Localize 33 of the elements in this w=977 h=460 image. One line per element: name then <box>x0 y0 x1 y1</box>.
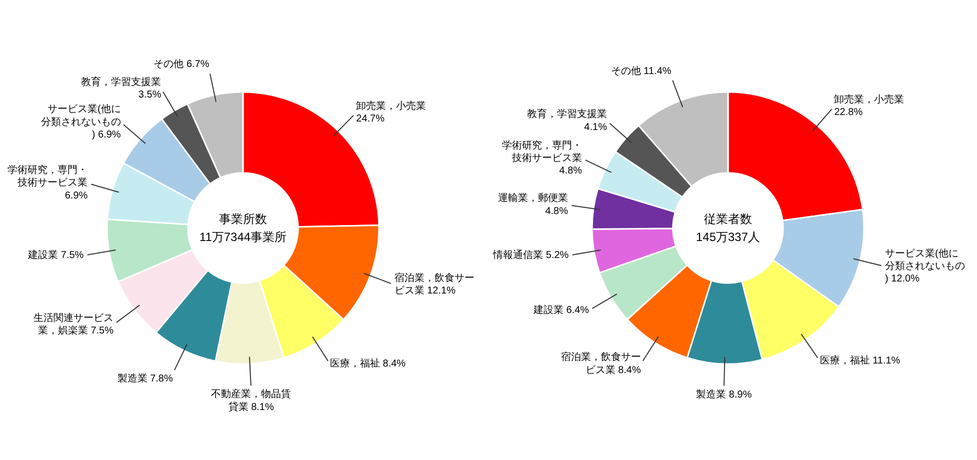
slice-label: 生活関連サービス業，娯楽業 7.5% <box>34 312 114 336</box>
data-label: 4.1% <box>584 122 608 133</box>
slice-label: 製造業 8.9% <box>696 388 752 400</box>
slice-label: その他 11.4% <box>610 64 672 77</box>
text: 11万7344事業所 <box>199 230 287 244</box>
text: 事業所数 <box>219 212 267 226</box>
slice-label: 医療，福祉 8.4% <box>330 358 406 370</box>
slice-label: 情報通信業 5.2% <box>492 249 569 262</box>
slice-label: 運輸業，郵便業 <box>498 192 568 204</box>
slice-label: 教育，学習支援業 <box>526 108 607 120</box>
text: 従業者数 <box>704 212 752 226</box>
data-label: 4.8% <box>545 206 568 217</box>
data-label: 22.8% <box>834 107 863 118</box>
slice-label: 宿泊業，飲食サービス業 8.4% <box>560 351 641 376</box>
slice-label: 製造業 7.8% <box>117 372 173 384</box>
slice-label: サービス業(他に分類されないもの) 12.0% <box>885 247 966 285</box>
slice-label: 医療，福祉 11.1% <box>820 354 900 366</box>
slice-label: 建設業 6.4% <box>532 304 590 316</box>
data-label: 3.5% <box>138 90 162 101</box>
slice-label: 建設業 7.5% <box>27 248 84 261</box>
slice-label: 教育，学習支援業 <box>81 76 162 88</box>
slice-label: 宿泊業，飲食サービス業 12.1% <box>394 272 474 297</box>
slice-label: 卸売業，小売業 <box>834 93 904 106</box>
slice-label: その他 6.7% <box>154 58 210 70</box>
data-label: 4.8% <box>559 166 582 177</box>
data-label: 24.7% <box>356 114 385 125</box>
slice-label: サービス業(他に分類されないもの) 6.9% <box>40 103 121 140</box>
slice-label: 学術研究，専門・技術サービス業 <box>502 139 582 164</box>
slice-label: 学術研究，専門・技術サービス業 <box>8 164 88 189</box>
text: 145万337人 <box>696 230 760 244</box>
slice-label: 卸売業，小売業 <box>356 100 426 112</box>
slice-label: 不動産業，物品賃貸業 8.1% <box>211 388 292 413</box>
data-label: 6.9% <box>64 190 88 202</box>
